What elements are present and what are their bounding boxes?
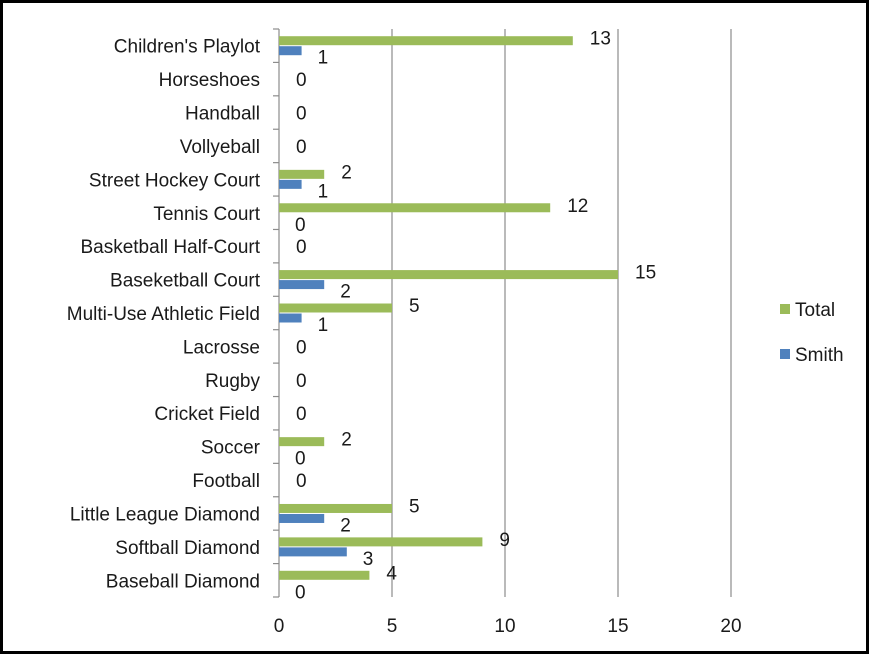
chart-frame: 0 5 10 15 20 Children's Playlot 13 1 Horseshoes 0…: [3, 3, 866, 651]
x-tick-label-4: 20: [720, 616, 741, 637]
bar-total-8: [279, 303, 392, 313]
category-label-15: Softball Diamond: [115, 538, 260, 559]
data-label-smith-5: 0: [295, 215, 306, 236]
category-label-11: Cricket Field: [154, 404, 260, 425]
x-tick-label-3: 15: [607, 616, 628, 637]
data-label-total-5: 12: [567, 196, 588, 217]
data-label-total-2: 0: [296, 104, 307, 125]
data-label-smith-15: 3: [363, 549, 374, 570]
data-label-total-6: 0: [296, 237, 307, 258]
data-label-smith-12: 0: [295, 449, 306, 470]
category-label-9: Lacrosse: [183, 337, 260, 358]
bar-smith-15: [279, 547, 347, 557]
bar-total-15: [279, 537, 483, 547]
data-label-total-1: 0: [296, 70, 307, 91]
category-label-10: Rugby: [205, 371, 260, 392]
data-label-total-0: 13: [590, 29, 611, 50]
category-label-1: Horseshoes: [159, 70, 260, 91]
data-label-total-14: 5: [409, 496, 420, 517]
category-label-0: Children's Playlot: [114, 37, 261, 58]
data-label-smith-0: 1: [318, 48, 329, 69]
data-label-total-16: 4: [386, 563, 397, 584]
data-label-total-10: 0: [296, 371, 307, 392]
bar-total-14: [279, 503, 392, 513]
data-label-smith-8: 1: [318, 315, 329, 336]
data-label-smith-16: 0: [295, 582, 306, 603]
legend-swatch-0: [780, 304, 790, 314]
category-label-5: Tennis Court: [153, 204, 260, 225]
category-label-7: Baseketball Court: [110, 271, 261, 292]
category-label-12: Soccer: [201, 438, 261, 459]
data-label-total-11: 0: [296, 404, 307, 425]
data-label-total-9: 0: [296, 337, 307, 358]
data-label-total-7: 15: [635, 263, 656, 284]
bar-total-4: [279, 169, 325, 179]
category-label-13: Football: [192, 471, 260, 492]
bar-smith-7: [279, 280, 325, 290]
data-label-total-12: 2: [341, 430, 352, 451]
legend-swatch-1: [780, 349, 790, 359]
category-label-4: Street Hockey Court: [89, 170, 261, 191]
bar-total-12: [279, 437, 325, 447]
x-tick-label-0: 0: [274, 616, 285, 637]
bar-total-5: [279, 203, 551, 213]
legend-label-1: Smith: [795, 345, 844, 366]
bar-smith-8: [279, 313, 302, 323]
bar-smith-0: [279, 46, 302, 56]
data-label-total-8: 5: [409, 296, 420, 317]
data-label-smith-4: 1: [318, 181, 329, 202]
data-label-smith-7: 2: [340, 282, 351, 303]
data-label-total-15: 9: [499, 530, 510, 551]
bar-smith-14: [279, 513, 325, 523]
category-label-14: Little League Diamond: [70, 504, 260, 525]
data-label-total-4: 2: [341, 162, 352, 183]
category-label-3: Vollyeball: [180, 137, 260, 158]
data-label-smith-14: 2: [340, 515, 351, 536]
category-label-2: Handball: [185, 104, 260, 125]
category-label-8: Multi-Use Athletic Field: [67, 304, 260, 325]
bar-total-16: [279, 570, 370, 580]
category-label-6: Basketball Half-Court: [80, 237, 260, 258]
bar-total-7: [279, 270, 618, 280]
data-label-total-3: 0: [296, 137, 307, 158]
bar-smith-4: [279, 179, 302, 189]
category-label-16: Baseball Diamond: [106, 571, 260, 592]
legend-label-0: Total: [795, 300, 835, 321]
x-tick-label-2: 10: [494, 616, 515, 637]
bar-total-0: [279, 36, 573, 46]
x-tick-label-1: 5: [387, 616, 398, 637]
data-label-total-13: 0: [296, 471, 307, 492]
